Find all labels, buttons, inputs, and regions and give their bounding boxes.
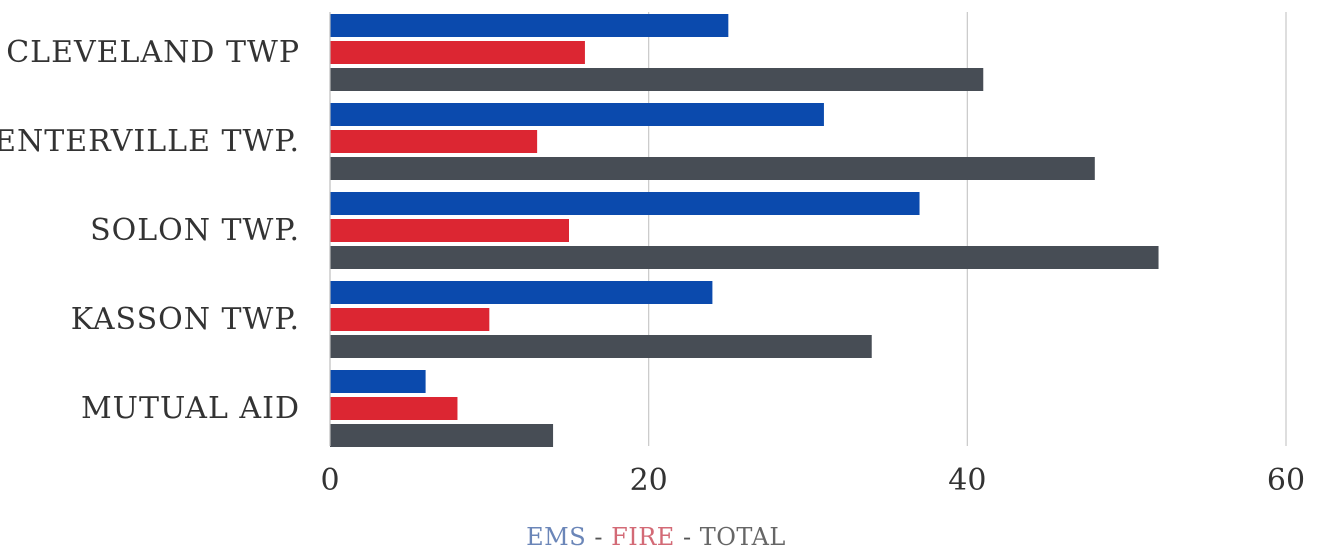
legend: EMS - FIRE - TOTAL: [526, 523, 786, 548]
category-labels: CLEVELAND TWP CENTERVILLE TWP. SOLON TWP. K…: [0, 35, 300, 426]
bar-total-4: [330, 424, 554, 447]
legend-item-total: TOTAL: [700, 523, 786, 548]
bar-total-1: [330, 157, 1095, 180]
x-tick-label: 0: [320, 463, 339, 498]
bar-total-0: [330, 68, 984, 91]
bar-total-2: [330, 246, 1159, 269]
category-label: SOLON TWP.: [90, 213, 300, 248]
x-tick-label: 40: [948, 463, 986, 498]
legend-separator: -: [675, 523, 700, 548]
category-label: CENTERVILLE TWP.: [0, 124, 300, 159]
legend-item-fire: FIRE: [611, 523, 675, 548]
x-tick-labels: 0 20 40 60: [320, 463, 1305, 498]
legend-separator: -: [586, 523, 611, 548]
category-label: CLEVELAND TWP: [6, 35, 300, 70]
bar-ems-4: [330, 370, 426, 393]
bar-ems-0: [330, 14, 729, 37]
bar-fire-2: [330, 219, 569, 242]
bar-ems-2: [330, 192, 920, 215]
bars: [330, 14, 1159, 447]
category-label: MUTUAL AID: [81, 391, 300, 426]
bar-fire-3: [330, 308, 490, 331]
bar-ems-1: [330, 103, 824, 126]
bar-ems-3: [330, 281, 713, 304]
bar-fire-1: [330, 130, 538, 153]
x-tick-label: 60: [1267, 463, 1305, 498]
bar-fire-0: [330, 41, 585, 64]
category-label: KASSON TWP.: [71, 302, 300, 337]
bar-fire-4: [330, 397, 458, 420]
legend-item-ems: EMS: [526, 523, 586, 548]
x-tick-label: 20: [630, 463, 668, 498]
bar-total-3: [330, 335, 872, 358]
